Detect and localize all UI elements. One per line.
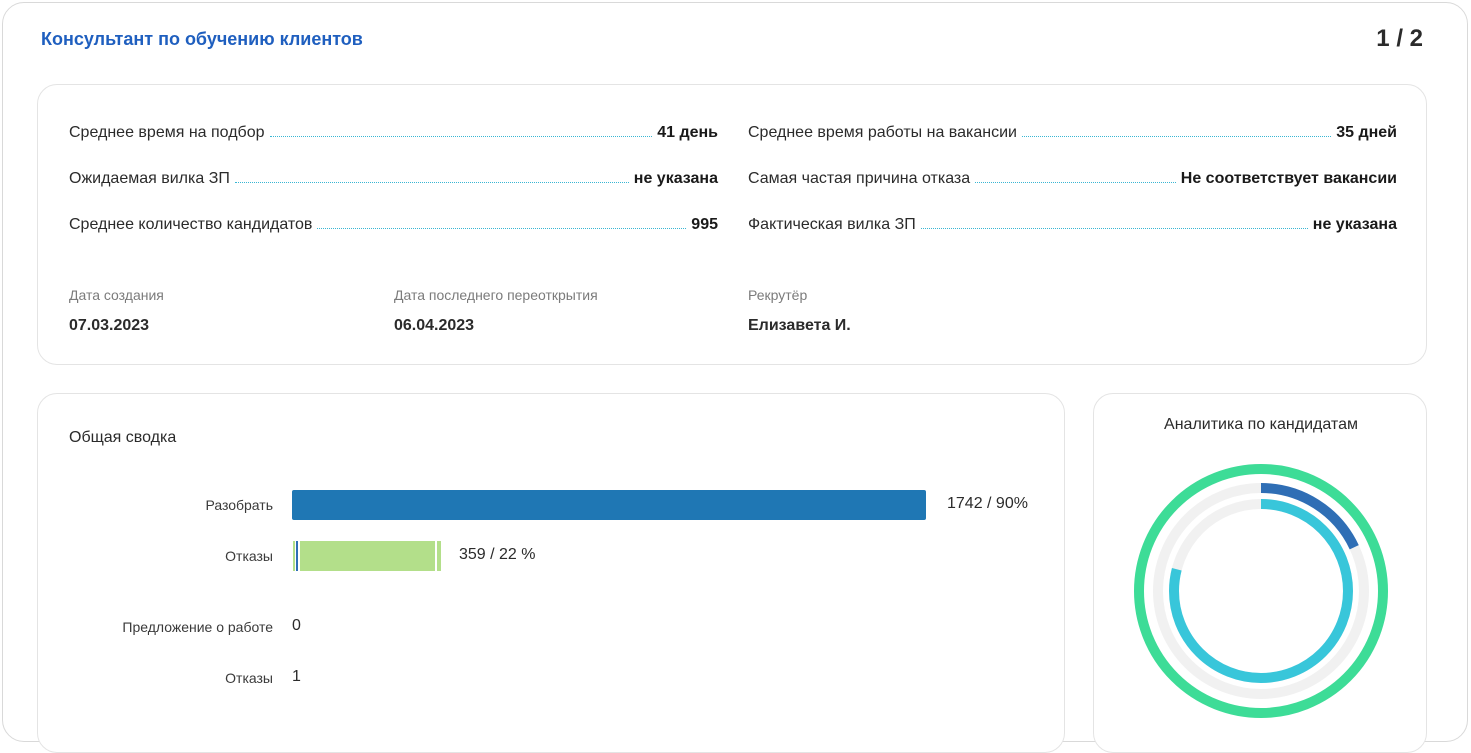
funnel-label: Отказы	[225, 548, 273, 564]
funnel-row-review: Разобрать 1742 / 90%	[38, 490, 1066, 522]
dotted-leader	[920, 228, 1308, 229]
funnel-value: 0	[292, 617, 301, 634]
dotted-leader	[317, 228, 687, 229]
stat-label: Среднее количество кандидатов	[69, 216, 313, 233]
summary-card: Общая сводка Разобрать 1742 / 90% Отказы…	[37, 393, 1065, 753]
reopened-date-value: 06.04.2023	[394, 317, 475, 334]
funnel-label: Отказы	[225, 670, 273, 686]
recruiter-label: Рекрутёр	[748, 287, 808, 303]
funnel-label: Разобрать	[205, 497, 273, 513]
stat-value: не указана	[1312, 216, 1397, 233]
bar-segment-marker	[437, 541, 441, 571]
funnel-bar-review[interactable]	[292, 490, 926, 520]
created-date: Дата создания 07.03.2023	[69, 287, 164, 335]
recruiter: Рекрутёр Елизавета И.	[748, 287, 851, 335]
ring-outer	[1134, 464, 1388, 718]
analytics-title: Аналитика по кандидатам	[1164, 416, 1358, 433]
stat-row-expected-salary: Ожидаемая вилка ЗП не указана	[69, 166, 718, 188]
ring-middle	[1153, 483, 1369, 699]
funnel-bar-rejections[interactable]	[300, 541, 435, 571]
candidate-analytics-card: Аналитика по кандидатам	[1093, 393, 1427, 753]
dotted-leader	[234, 182, 629, 183]
stat-row-avg-candidates: Среднее количество кандидатов 995	[69, 212, 718, 234]
stat-row-rejection-reason: Самая частая причина отказа Не соответст…	[748, 166, 1397, 188]
candidate-ring-chart[interactable]	[1132, 462, 1390, 720]
funnel-label: Предложение о работе	[122, 619, 273, 635]
reopened-date-label: Дата последнего переоткрытия	[394, 287, 598, 303]
page-counter: 1 / 2	[1376, 25, 1423, 52]
created-date-label: Дата создания	[69, 287, 164, 303]
stat-label: Среднее время на подбор	[69, 124, 265, 141]
stat-row-avg-vacancy-time: Среднее время работы на вакансии 35 дней	[748, 120, 1397, 142]
stat-label: Фактическая вилка ЗП	[748, 216, 916, 233]
dotted-leader	[1021, 136, 1332, 137]
stat-row-actual-salary: Фактическая вилка ЗП не указана	[748, 212, 1397, 234]
stat-value: 35 дней	[1336, 124, 1397, 141]
created-date-value: 07.03.2023	[69, 317, 150, 334]
recruiter-value: Елизавета И.	[748, 317, 851, 334]
funnel-row-offer: Предложение о работе 0	[38, 612, 1066, 644]
stat-value: Не соответствует вакансии	[1180, 170, 1397, 187]
bar-segment-marker	[296, 541, 298, 571]
stat-row-avg-hiring-time: Среднее время на подбор 41 день	[69, 120, 718, 142]
stat-label: Самая частая причина отказа	[748, 170, 971, 187]
bar-segment-marker	[293, 541, 295, 571]
reopened-date: Дата последнего переоткрытия 06.04.2023	[394, 287, 598, 335]
stat-label: Ожидаемая вилка ЗП	[69, 170, 230, 187]
stat-label: Среднее время работы на вакансии	[748, 124, 1017, 141]
stat-value: не указана	[633, 170, 718, 187]
funnel-row-rejections: Отказы 359 / 22 %	[38, 541, 1066, 573]
stat-value: 995	[691, 216, 718, 233]
ring-inner	[1169, 499, 1353, 683]
summary-title: Общая сводка	[69, 429, 177, 446]
funnel-value: 359 / 22 %	[459, 546, 536, 563]
vacancy-stats-card: Среднее время на подбор 41 день Ожидаема…	[37, 84, 1427, 365]
funnel-value: 1742 / 90%	[947, 495, 1028, 512]
vacancy-title[interactable]: Консультант по обучению клиентов	[41, 29, 363, 49]
funnel-row-offer-rejections: Отказы 1	[38, 663, 1066, 695]
stat-value: 41 день	[657, 124, 718, 141]
funnel-value: 1	[292, 668, 301, 685]
dotted-leader	[975, 182, 1176, 183]
dotted-leader	[269, 136, 653, 137]
